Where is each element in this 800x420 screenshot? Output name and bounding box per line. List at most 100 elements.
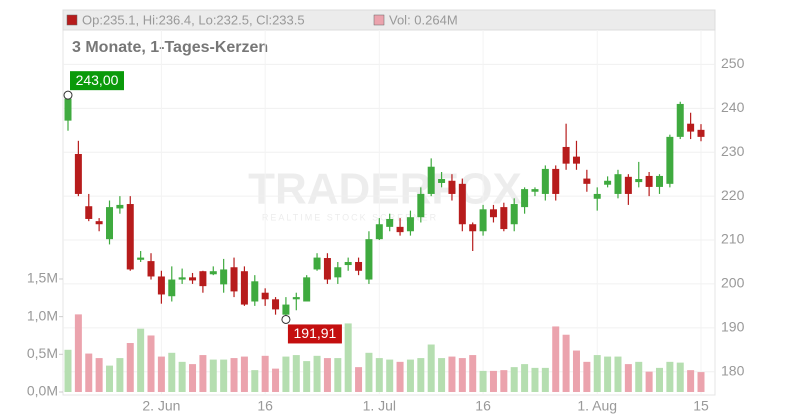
candle-body <box>438 179 446 183</box>
candle-body <box>95 221 103 225</box>
candle-body <box>199 271 207 287</box>
volume-bar <box>417 358 425 392</box>
candle-body <box>344 261 352 266</box>
marks: 180 190 200 210 220 230 240 250 0,0M 0,5M 1,0M 1,5M… <box>27 30 745 414</box>
candle-body <box>541 168 549 194</box>
candle-body <box>230 267 238 292</box>
y-tick-label: 250 <box>721 55 745 71</box>
volume-bar <box>178 361 186 392</box>
x-tick-label: 2. Jun <box>142 398 180 414</box>
candle-body <box>189 277 197 281</box>
candle-body <box>645 175 653 187</box>
y-tick-label: 210 <box>721 231 745 247</box>
volume-bar <box>645 371 653 392</box>
candle-body <box>489 209 497 218</box>
volume-bar <box>583 361 591 392</box>
legend-swatch <box>373 14 385 26</box>
volume-bar <box>489 370 497 392</box>
candle-body <box>334 267 342 278</box>
watermark: TRADERFOX <box>248 165 522 214</box>
y2-tick-label: 1,0M <box>27 307 58 323</box>
candle-body <box>396 226 404 233</box>
candle-body <box>240 271 248 305</box>
volume-bar <box>521 364 529 392</box>
legend-text: Op:235.1, Hi:236.4, Lo:232.5, Cl:233.5 <box>82 12 305 27</box>
volume-bar <box>85 353 93 392</box>
volume-bar <box>220 359 228 392</box>
candle-body <box>292 297 300 300</box>
volume-bar <box>230 358 238 392</box>
watermark-sub: REALTIME STOCK SCREENER <box>262 212 438 222</box>
volume-bar <box>126 343 134 392</box>
volume-bar <box>427 344 435 392</box>
volume-bar <box>323 358 331 392</box>
candle-body <box>531 189 539 192</box>
candle-body <box>313 257 321 270</box>
volume-bar <box>479 370 487 392</box>
volume-bar <box>95 358 103 392</box>
candle-body <box>635 179 643 183</box>
candle-body <box>386 218 394 227</box>
volume-bar <box>147 335 155 392</box>
candle-body <box>458 183 466 225</box>
min-marker <box>281 314 291 324</box>
candle-body <box>116 204 124 209</box>
candle-body <box>147 261 155 277</box>
candle-body <box>562 146 570 164</box>
candle-body <box>251 281 259 302</box>
volume-bar <box>572 350 580 392</box>
volume-bar <box>106 365 114 392</box>
y2-tick-label: 0,5M <box>27 345 58 361</box>
volume-bar <box>552 326 560 392</box>
candle-body <box>261 292 269 300</box>
volume-bar <box>500 370 508 392</box>
volume-bar <box>168 352 176 392</box>
min-label: 191,91 <box>294 325 337 341</box>
volume-bar <box>458 358 466 392</box>
y-tick-label: 180 <box>721 362 745 378</box>
candle-body <box>479 209 487 232</box>
volume-bar <box>614 356 622 392</box>
candle-body <box>85 206 93 219</box>
volume-bar <box>655 367 663 392</box>
candle-body <box>220 269 228 285</box>
volume-bar <box>604 356 612 392</box>
volume-bar <box>676 362 684 392</box>
volume-bar <box>240 356 248 392</box>
volume-bar <box>396 361 404 392</box>
candle-body <box>624 176 632 194</box>
candle-body <box>209 271 217 275</box>
candle-body <box>355 261 363 271</box>
candle-body <box>521 189 529 208</box>
volume-bar <box>272 368 280 392</box>
candle-body <box>614 174 622 194</box>
candle-body <box>500 207 508 230</box>
volume-bar <box>697 372 705 392</box>
volume-bar <box>624 364 632 392</box>
y-tick-label: 220 <box>721 187 745 203</box>
candle-body <box>375 224 383 240</box>
x-tick-label: 16 <box>257 398 273 414</box>
volume-bar <box>209 359 217 392</box>
candle-body <box>406 217 414 232</box>
volume-bar <box>510 367 518 392</box>
volume-bar <box>116 358 124 392</box>
x-tick-label: 1. Jul <box>363 398 396 414</box>
max-label-box <box>70 71 124 91</box>
volume-bar <box>448 356 456 392</box>
candle-body <box>572 156 580 164</box>
candle-body <box>604 180 612 185</box>
candle-body <box>126 204 134 270</box>
volume-bar <box>282 356 290 392</box>
volume-bar <box>313 355 321 392</box>
volume-bar <box>386 359 394 392</box>
volume-bar <box>438 358 446 392</box>
volume-bar <box>251 370 259 392</box>
x-tick-label: 1. Aug <box>577 398 617 414</box>
volume-bar <box>157 356 165 392</box>
max-marker <box>63 90 73 100</box>
candle-body <box>168 279 176 297</box>
candle-body <box>427 166 435 194</box>
